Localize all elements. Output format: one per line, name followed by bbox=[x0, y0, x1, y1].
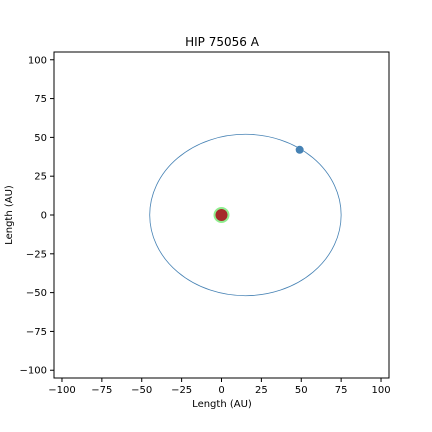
orbit-path bbox=[149, 133, 342, 297]
companion-marker bbox=[295, 145, 304, 154]
star-marker bbox=[215, 209, 228, 221]
y-tick-label: −75 bbox=[26, 327, 47, 338]
x-tick-label: −25 bbox=[171, 385, 192, 396]
x-tick-label: 25 bbox=[255, 385, 268, 396]
x-axis-ticks: −100 −75 −50 −25 0 25 50 75 100 bbox=[48, 378, 391, 396]
y-axis-ticks: −100 −75 −50 −25 0 25 50 75 100 bbox=[20, 55, 54, 377]
y-tick-label: 50 bbox=[34, 133, 47, 144]
y-tick-label: 25 bbox=[34, 172, 47, 183]
x-tick-label: −50 bbox=[131, 385, 152, 396]
chart-title: HIP 75056 A bbox=[185, 35, 260, 49]
y-tick-label: 0 bbox=[41, 211, 47, 222]
plot-area: −100 −75 −50 −25 0 25 50 75 100 −100 −75 −50 −25 0 25… bbox=[20, 51, 391, 396]
y-tick-label: 75 bbox=[34, 94, 47, 105]
x-tick-label: 100 bbox=[371, 385, 390, 396]
x-tick-label: −100 bbox=[48, 385, 75, 396]
x-tick-label: 0 bbox=[218, 385, 224, 396]
x-tick-label: 50 bbox=[295, 385, 308, 396]
x-tick-label: 75 bbox=[335, 385, 348, 396]
y-tick-label: 100 bbox=[28, 55, 47, 66]
x-tick-label: −75 bbox=[91, 385, 112, 396]
y-tick-label: −100 bbox=[20, 366, 47, 377]
y-tick-label: −50 bbox=[26, 288, 47, 299]
y-tick-label: −25 bbox=[26, 249, 47, 260]
y-axis-label: Length (AU) bbox=[4, 185, 15, 245]
x-axis-label: Length (AU) bbox=[192, 399, 252, 410]
